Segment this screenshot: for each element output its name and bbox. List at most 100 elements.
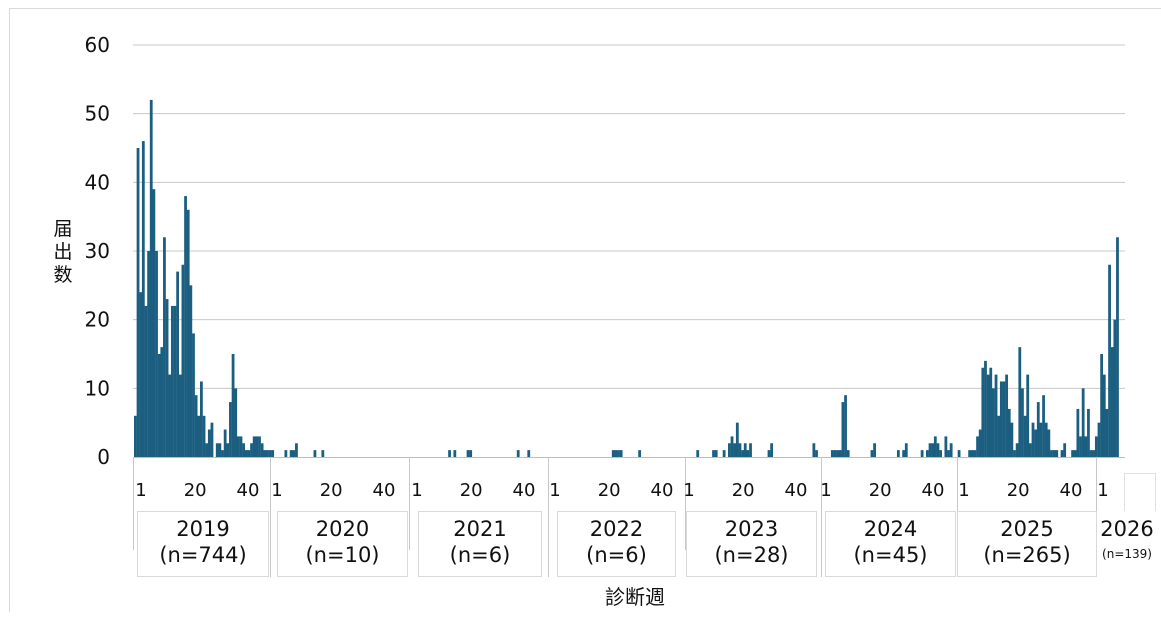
year-count: (n=28) <box>714 543 789 567</box>
bar <box>936 443 940 457</box>
bar <box>223 429 227 457</box>
bar <box>836 450 840 457</box>
bar <box>944 436 948 457</box>
bar <box>313 450 317 457</box>
bar <box>1042 395 1045 457</box>
bar <box>1073 450 1077 457</box>
bar <box>617 450 620 457</box>
bar <box>184 196 187 457</box>
bar <box>192 333 195 457</box>
bar <box>210 422 214 457</box>
bar <box>255 436 259 457</box>
bar <box>173 305 177 457</box>
bar <box>271 450 275 457</box>
year-box-2021: 2021 (n=6) <box>418 511 542 577</box>
bar <box>202 415 206 457</box>
bar <box>1076 408 1080 457</box>
year-label: 2024 <box>863 517 918 541</box>
bar <box>1002 381 1006 457</box>
year-count: (n=45) <box>853 543 928 567</box>
bar <box>846 450 850 457</box>
bar <box>205 443 209 457</box>
week-tick-label: 40 <box>651 480 674 501</box>
week-tick-label: 1 <box>135 480 146 501</box>
year-count: (n=139) <box>1102 547 1152 561</box>
year-label: 2026 <box>1100 517 1154 541</box>
bar <box>833 450 837 457</box>
bar <box>841 402 845 457</box>
bar <box>289 450 293 457</box>
bar <box>239 436 243 457</box>
year-count: (n=265) <box>983 543 1071 567</box>
bar <box>970 450 974 457</box>
week-tick-label: 1 <box>549 480 560 501</box>
bar <box>1105 408 1109 457</box>
bar <box>292 450 296 457</box>
bar <box>141 141 145 457</box>
bar <box>981 367 985 457</box>
bar <box>186 209 190 457</box>
bar <box>247 450 251 457</box>
y-tick-label: 0 <box>97 445 110 469</box>
bar <box>989 367 993 457</box>
bar <box>197 415 201 457</box>
bar <box>252 436 256 457</box>
bar <box>1079 436 1082 457</box>
bar <box>611 450 615 457</box>
bar <box>516 450 520 457</box>
week-tick-label: 1 <box>1097 480 1108 501</box>
bar <box>986 374 990 457</box>
y-tick-label: 10 <box>85 376 110 400</box>
bar <box>1050 450 1053 457</box>
bar <box>218 443 222 457</box>
bar <box>139 292 143 457</box>
bar <box>189 285 193 457</box>
week-tick-label: 40 <box>922 480 945 501</box>
bar <box>933 436 937 457</box>
bar <box>1071 450 1074 457</box>
bar <box>1081 388 1085 457</box>
bar <box>321 450 325 457</box>
bar <box>448 450 451 457</box>
y-tick-label: 30 <box>85 239 110 263</box>
bar <box>178 374 182 457</box>
week-tick-label: 40 <box>513 480 536 501</box>
bars <box>134 99 1119 458</box>
year-label: 2023 <box>724 517 779 541</box>
bar <box>176 271 180 457</box>
bar <box>749 443 752 457</box>
week-tick-label: 40 <box>237 480 260 501</box>
week-tick-label: 20 <box>869 480 892 501</box>
bar <box>1026 374 1030 457</box>
bar <box>1036 402 1040 457</box>
year-box-2024: 2024 (n=45) <box>825 511 956 577</box>
bar <box>1092 450 1096 457</box>
bar <box>767 450 771 457</box>
y-tick-label: 50 <box>85 102 110 126</box>
bar <box>260 443 264 457</box>
bar <box>229 402 232 457</box>
year-label: 2020 <box>315 517 370 541</box>
bar <box>170 305 174 457</box>
bar <box>815 450 818 457</box>
year-count: (n=6) <box>586 543 647 567</box>
bar <box>144 305 148 457</box>
bar <box>284 450 288 457</box>
bar <box>638 450 642 457</box>
bar <box>728 443 731 457</box>
year-label: 2022 <box>589 517 644 541</box>
bar <box>1102 374 1106 457</box>
bar <box>149 99 153 458</box>
bar <box>258 436 261 457</box>
week-tick-label: 1 <box>411 480 422 501</box>
bar <box>1047 429 1051 457</box>
bar <box>733 443 737 457</box>
bar <box>1089 450 1093 457</box>
bar <box>1044 422 1048 457</box>
bar <box>1116 237 1119 457</box>
bar <box>155 251 158 457</box>
bar <box>1100 354 1104 457</box>
bar <box>147 251 150 457</box>
week-tick-label: 1 <box>820 480 831 501</box>
